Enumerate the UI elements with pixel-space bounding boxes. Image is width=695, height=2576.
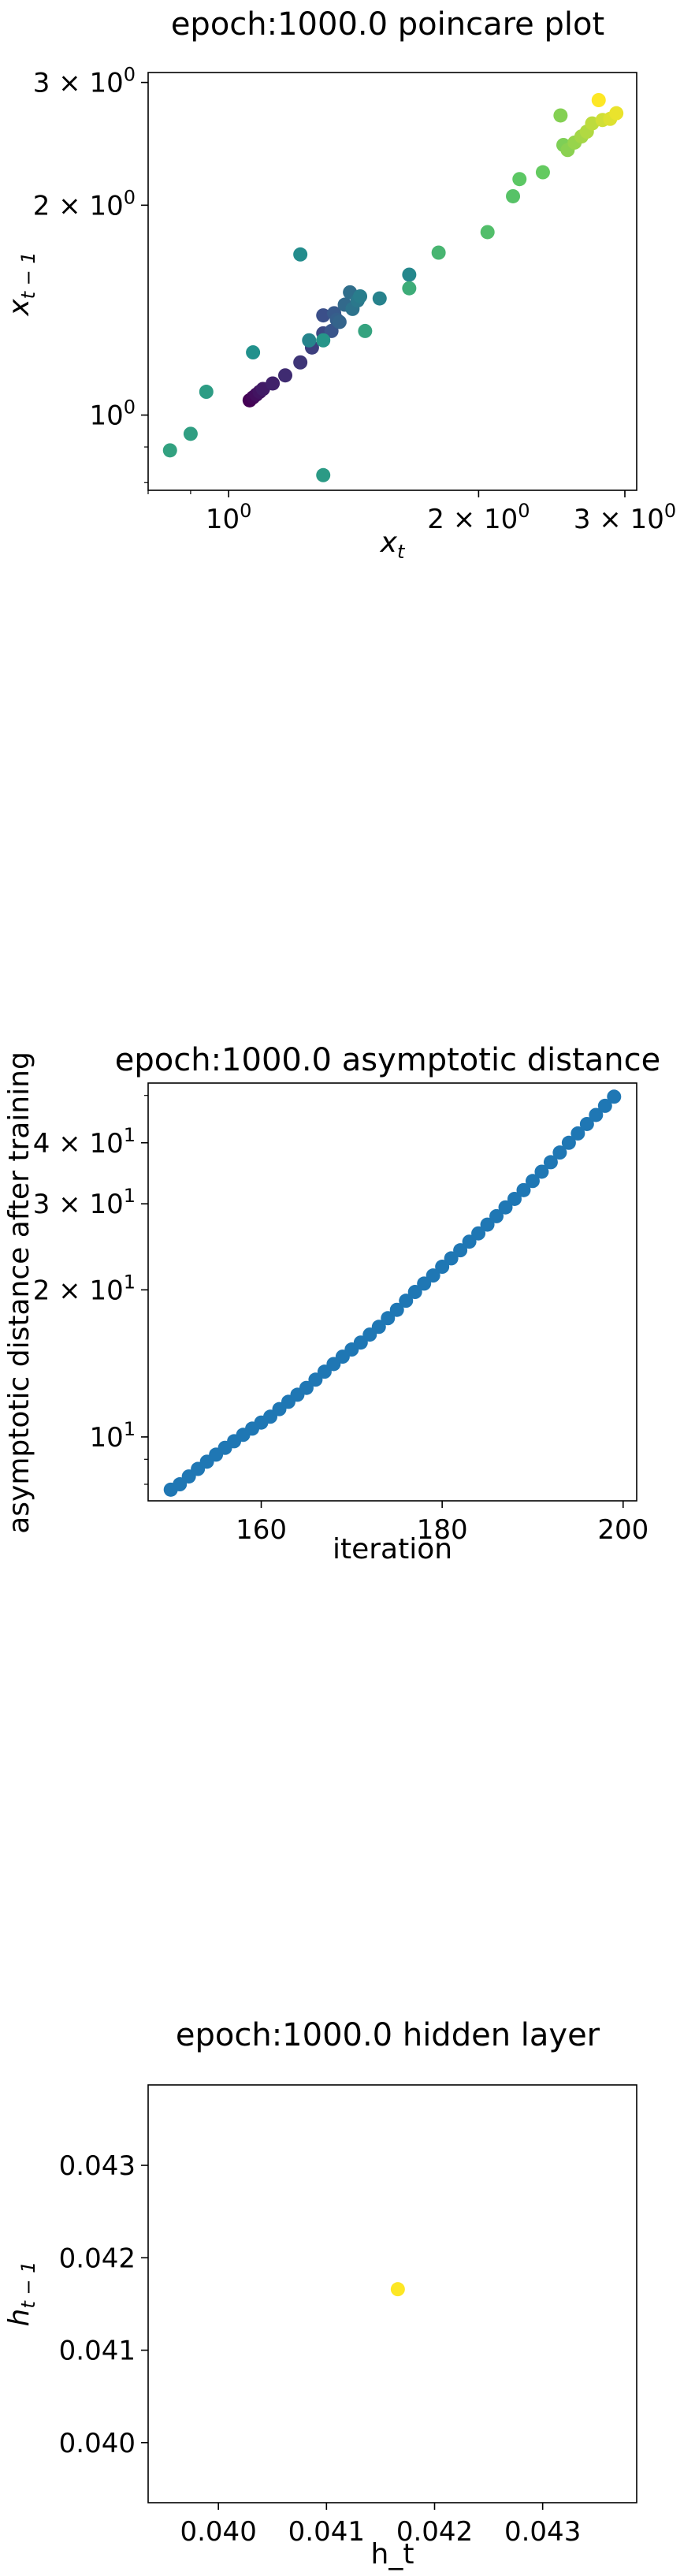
y-tick-label: 3 × 100	[33, 64, 136, 99]
data-point	[435, 1260, 450, 1275]
y-tick-label: 0.041	[59, 2336, 136, 2367]
data-point	[162, 443, 177, 458]
data-point	[535, 165, 550, 180]
y-tick-label: 101	[89, 1418, 136, 1454]
data-point	[199, 385, 214, 400]
x-tick-label: 180	[417, 1514, 468, 1546]
data-point	[407, 1285, 422, 1300]
asymptotic-xlabel: iteration	[333, 1533, 452, 1565]
x-tick-label: 2 × 100	[427, 500, 530, 535]
asymptotic-plot-area	[147, 1082, 637, 1502]
data-point	[399, 1294, 414, 1308]
y-tick-label: 3 × 101	[33, 1185, 136, 1220]
data-point	[316, 308, 331, 323]
data-point	[453, 1243, 468, 1258]
x-tick-label: 0.041	[288, 2516, 365, 2548]
x-tick-label: 200	[597, 1514, 649, 1546]
data-point	[381, 1311, 396, 1326]
x-tick-label: 3 × 100	[574, 500, 676, 535]
data-point	[324, 323, 339, 338]
data-point	[579, 1116, 594, 1131]
x-tick-label: 0.042	[396, 2516, 473, 2548]
data-point	[389, 1302, 404, 1317]
data-point	[570, 1126, 585, 1141]
data-point	[591, 93, 606, 108]
hidden-plot-area	[147, 2084, 637, 2503]
x-tick-label: 0.040	[180, 2516, 256, 2548]
data-point	[516, 1182, 531, 1197]
data-point	[507, 1191, 522, 1206]
data-point	[402, 281, 417, 296]
data-point	[426, 1268, 440, 1283]
data-point	[431, 245, 446, 260]
data-point	[316, 467, 331, 482]
data-point	[371, 1320, 386, 1335]
data-point	[489, 1208, 504, 1223]
data-point	[302, 333, 317, 348]
hidden-ylabel: ht − 1	[3, 2261, 39, 2327]
x-tick-label: 160	[236, 1514, 287, 1546]
data-point	[183, 426, 198, 441]
data-point	[607, 1089, 622, 1104]
poincare-title: epoch:1000.0 poincare plot	[171, 6, 604, 43]
hidden-title: epoch:1000.0 hidden layer	[176, 2017, 600, 2053]
y-tick-label: 0.040	[59, 2428, 136, 2459]
y-tick-label: 2 × 100	[33, 186, 136, 221]
data-point	[353, 288, 368, 303]
data-point	[390, 2282, 405, 2297]
hidden-xlabel: h_t	[371, 2538, 414, 2570]
poincare-plot-area	[147, 72, 637, 491]
x-tick-label: 0.043	[504, 2516, 581, 2548]
data-point	[316, 333, 331, 348]
data-point	[597, 1098, 612, 1113]
data-point	[278, 368, 293, 383]
poincare-chart: epoch:1000.0 poincare plot 100 2 × 100 3 ×…	[3, 6, 676, 563]
x-tick-label: 100	[206, 500, 252, 535]
data-point	[534, 1164, 549, 1179]
y-tick-label: 4 × 101	[33, 1124, 136, 1160]
hidden-layer-chart: epoch:1000.0 hidden layer 0.040 0.041 0.04…	[3, 2017, 637, 2570]
data-point	[358, 323, 373, 338]
data-point	[266, 376, 281, 391]
poincare-ylabel: xt − 1	[3, 251, 39, 316]
data-point	[471, 1226, 486, 1241]
y-tick-label: 0.043	[59, 2150, 136, 2182]
data-point	[480, 225, 495, 240]
y-tick-label: 2 × 101	[33, 1271, 136, 1306]
data-point	[293, 355, 308, 370]
data-point	[589, 1107, 604, 1122]
asymptotic-title: epoch:1000.0 asymptotic distance	[115, 1042, 661, 1078]
data-point	[543, 1155, 558, 1170]
data-point	[332, 315, 347, 329]
data-point	[417, 1276, 432, 1291]
data-point	[525, 1174, 540, 1189]
data-point	[372, 291, 387, 306]
data-point	[609, 106, 624, 121]
data-point	[480, 1217, 495, 1232]
data-point	[462, 1234, 477, 1249]
data-point	[498, 1200, 513, 1215]
asymptotic-ylabel: asymptotic distance after training	[3, 1052, 35, 1534]
data-point	[552, 1145, 567, 1160]
data-point	[293, 247, 308, 262]
y-tick-label: 100	[89, 396, 136, 432]
data-point	[299, 1380, 314, 1395]
data-point	[444, 1251, 459, 1266]
data-point	[553, 108, 568, 123]
y-tick-label: 0.042	[59, 2243, 136, 2274]
data-point	[506, 188, 521, 203]
asymptotic-distance-chart: epoch:1000.0 asymptotic distance 160 180 2…	[3, 1042, 660, 1565]
data-point	[402, 267, 417, 282]
data-point	[246, 345, 261, 360]
poincare-xlabel: xt	[380, 527, 406, 563]
data-point	[512, 172, 527, 187]
data-point	[561, 1135, 576, 1150]
